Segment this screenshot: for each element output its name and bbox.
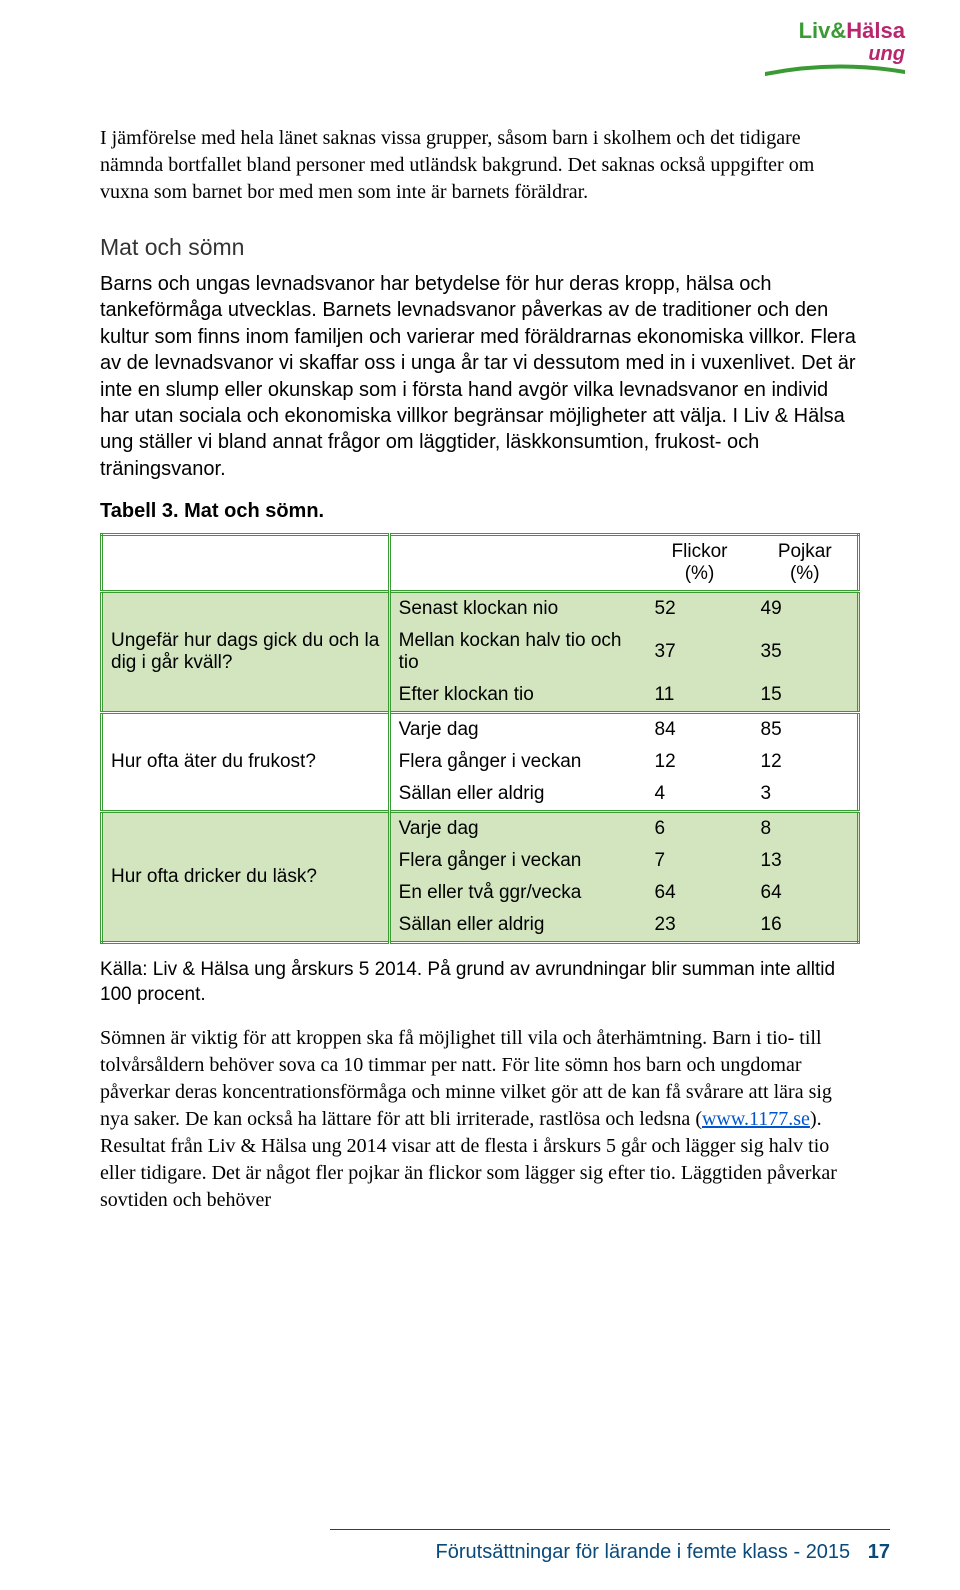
table-option: Efter klockan tio (389, 679, 646, 713)
table-option: Varje dag (389, 712, 646, 746)
table-value-pojkar: 16 (753, 909, 859, 943)
table-value-flickor: 52 (647, 591, 753, 625)
table-header-blank (102, 535, 390, 592)
footer-rule (330, 1529, 890, 1530)
page-number: 17 (868, 1541, 890, 1563)
table-caption: Tabell 3. Mat och sömn. (100, 500, 860, 523)
section-body: Barns och ungas levnadsvanor har betydel… (100, 271, 860, 482)
table-option: Sällan eller aldrig (389, 909, 646, 943)
data-table: Flickor(%)Pojkar(%) Ungefär hur dags gick… (100, 533, 860, 944)
table-question: Hur ofta äter du frukost? (102, 712, 390, 811)
logo-swoosh-icon (765, 64, 905, 78)
section-heading: Mat och sömn (100, 234, 860, 261)
table-value-pojkar: 49 (753, 591, 859, 625)
table-value-pojkar: 3 (753, 778, 859, 812)
table-option: Senast klockan nio (389, 591, 646, 625)
table-value-flickor: 64 (647, 877, 753, 909)
table-value-flickor: 7 (647, 845, 753, 877)
table-option: Mellan kockan halv tio och tio (389, 625, 646, 679)
table-value-flickor: 4 (647, 778, 753, 812)
logo-halsa: Hälsa (846, 18, 905, 43)
intro-paragraph: I jämförelse med hela länet saknas vissa… (100, 125, 860, 206)
table-value-pojkar: 12 (753, 746, 859, 778)
table-value-flickor: 23 (647, 909, 753, 943)
table-value-flickor: 6 (647, 811, 753, 845)
table-option: Flera gånger i veckan (389, 746, 646, 778)
table-source: Källa: Liv & Hälsa ung årskurs 5 2014. P… (100, 958, 860, 1007)
page-footer: Förutsättningar för lärande i femte klas… (436, 1541, 890, 1564)
table-option: Varje dag (389, 811, 646, 845)
table-value-flickor: 37 (647, 625, 753, 679)
table-value-pojkar: 8 (753, 811, 859, 845)
source-link[interactable]: www.1177.se (702, 1108, 810, 1130)
logo-subtitle: ung (799, 44, 905, 64)
brand-logo: Liv&Hälsa ung (799, 20, 905, 64)
table-value-pojkar: 35 (753, 625, 859, 679)
table-value-flickor: 12 (647, 746, 753, 778)
table-option: Sällan eller aldrig (389, 778, 646, 812)
closing-paragraph: Sömnen är viktig för att kroppen ska få … (100, 1025, 860, 1214)
table-value-pojkar: 64 (753, 877, 859, 909)
table-value-pojkar: 15 (753, 679, 859, 713)
logo-liv: Liv (799, 18, 831, 43)
table-header-blank2 (389, 535, 646, 592)
col-header-flickor: Flickor(%) (647, 535, 753, 592)
footer-text: Förutsättningar för lärande i femte klas… (436, 1541, 851, 1563)
table-value-flickor: 84 (647, 712, 753, 746)
logo-amp: & (830, 18, 846, 43)
table-value-pojkar: 13 (753, 845, 859, 877)
table-option: En eller två ggr/vecka (389, 877, 646, 909)
table-value-pojkar: 85 (753, 712, 859, 746)
table-question: Ungefär hur dags gick du och la dig i gå… (102, 591, 390, 712)
table-question: Hur ofta dricker du läsk? (102, 811, 390, 942)
table-value-flickor: 11 (647, 679, 753, 713)
col-header-pojkar: Pojkar(%) (753, 535, 859, 592)
table-option: Flera gånger i veckan (389, 845, 646, 877)
